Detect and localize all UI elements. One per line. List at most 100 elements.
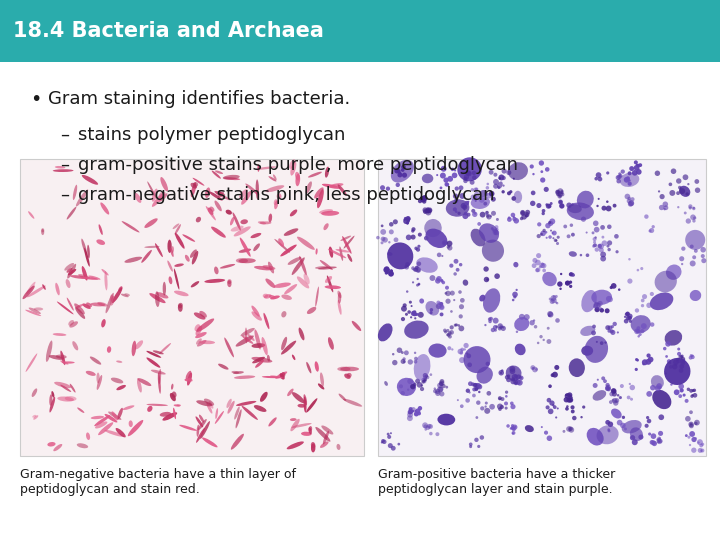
Ellipse shape [691,354,693,357]
Ellipse shape [514,317,529,331]
Ellipse shape [690,355,695,359]
Ellipse shape [600,256,606,261]
Ellipse shape [402,303,407,307]
Ellipse shape [197,400,212,406]
Ellipse shape [380,229,386,235]
Ellipse shape [254,405,266,412]
Ellipse shape [110,296,114,306]
Ellipse shape [400,391,405,395]
Ellipse shape [521,214,527,220]
Ellipse shape [611,389,616,394]
Ellipse shape [629,383,631,385]
Ellipse shape [480,406,485,410]
Ellipse shape [471,188,474,191]
Ellipse shape [423,424,428,429]
Ellipse shape [570,396,572,399]
Ellipse shape [514,426,516,428]
Ellipse shape [457,349,463,354]
Ellipse shape [598,198,600,200]
Text: gram-positive stains purple, more peptidoglycan: gram-positive stains purple, more peptid… [78,156,518,174]
Ellipse shape [689,410,693,414]
Bar [378,159,706,456]
Ellipse shape [628,201,633,207]
Ellipse shape [555,190,560,194]
Ellipse shape [556,302,559,305]
Ellipse shape [191,281,199,287]
Ellipse shape [381,441,383,443]
Ellipse shape [616,179,621,184]
Ellipse shape [494,232,497,235]
Ellipse shape [132,341,136,356]
Ellipse shape [676,358,680,361]
Ellipse shape [262,376,280,378]
Ellipse shape [554,239,557,242]
Ellipse shape [513,218,519,224]
Ellipse shape [224,338,234,357]
Ellipse shape [153,350,163,354]
Ellipse shape [566,426,572,431]
Ellipse shape [474,437,479,442]
Ellipse shape [488,318,492,321]
Ellipse shape [207,403,212,414]
Ellipse shape [475,416,478,419]
Ellipse shape [112,287,122,303]
Ellipse shape [187,373,192,386]
Ellipse shape [269,176,276,181]
Ellipse shape [144,246,160,248]
Ellipse shape [555,416,557,419]
Ellipse shape [551,373,554,377]
Ellipse shape [117,408,123,420]
Ellipse shape [605,308,610,313]
Ellipse shape [472,212,477,217]
Ellipse shape [433,387,436,390]
Ellipse shape [441,255,444,257]
Ellipse shape [649,440,654,444]
Ellipse shape [559,288,562,290]
Ellipse shape [410,234,415,240]
Ellipse shape [337,367,351,371]
Ellipse shape [569,285,572,288]
Ellipse shape [96,375,102,390]
Ellipse shape [662,201,668,207]
Ellipse shape [634,368,638,371]
Ellipse shape [423,373,428,378]
Ellipse shape [596,302,601,308]
Ellipse shape [510,427,512,430]
Ellipse shape [200,421,210,439]
Ellipse shape [564,397,569,402]
Ellipse shape [567,202,572,208]
Ellipse shape [570,224,573,227]
Ellipse shape [525,210,530,215]
Ellipse shape [260,392,268,402]
Ellipse shape [380,185,385,190]
Ellipse shape [592,245,595,248]
Ellipse shape [90,302,105,306]
Ellipse shape [423,210,427,214]
Ellipse shape [440,173,446,179]
Ellipse shape [319,209,333,214]
Ellipse shape [408,378,413,384]
Ellipse shape [665,341,671,347]
Ellipse shape [701,449,704,453]
Ellipse shape [453,299,455,301]
Ellipse shape [477,445,480,448]
Ellipse shape [404,217,407,220]
Ellipse shape [51,391,55,397]
Ellipse shape [402,357,405,361]
Ellipse shape [630,435,635,441]
Ellipse shape [632,170,637,176]
Ellipse shape [486,193,492,199]
Ellipse shape [631,197,634,201]
Ellipse shape [444,182,449,186]
Ellipse shape [503,185,505,187]
Ellipse shape [559,203,564,208]
Ellipse shape [663,208,666,211]
Ellipse shape [533,319,535,322]
Ellipse shape [289,159,295,169]
Ellipse shape [336,444,341,450]
Ellipse shape [525,425,534,432]
Ellipse shape [152,192,166,207]
Ellipse shape [505,407,508,410]
Ellipse shape [505,390,508,394]
Text: Gram-positive bacteria have a thicker
peptidoglycan layer and stain purple.: Gram-positive bacteria have a thicker pe… [378,468,616,496]
